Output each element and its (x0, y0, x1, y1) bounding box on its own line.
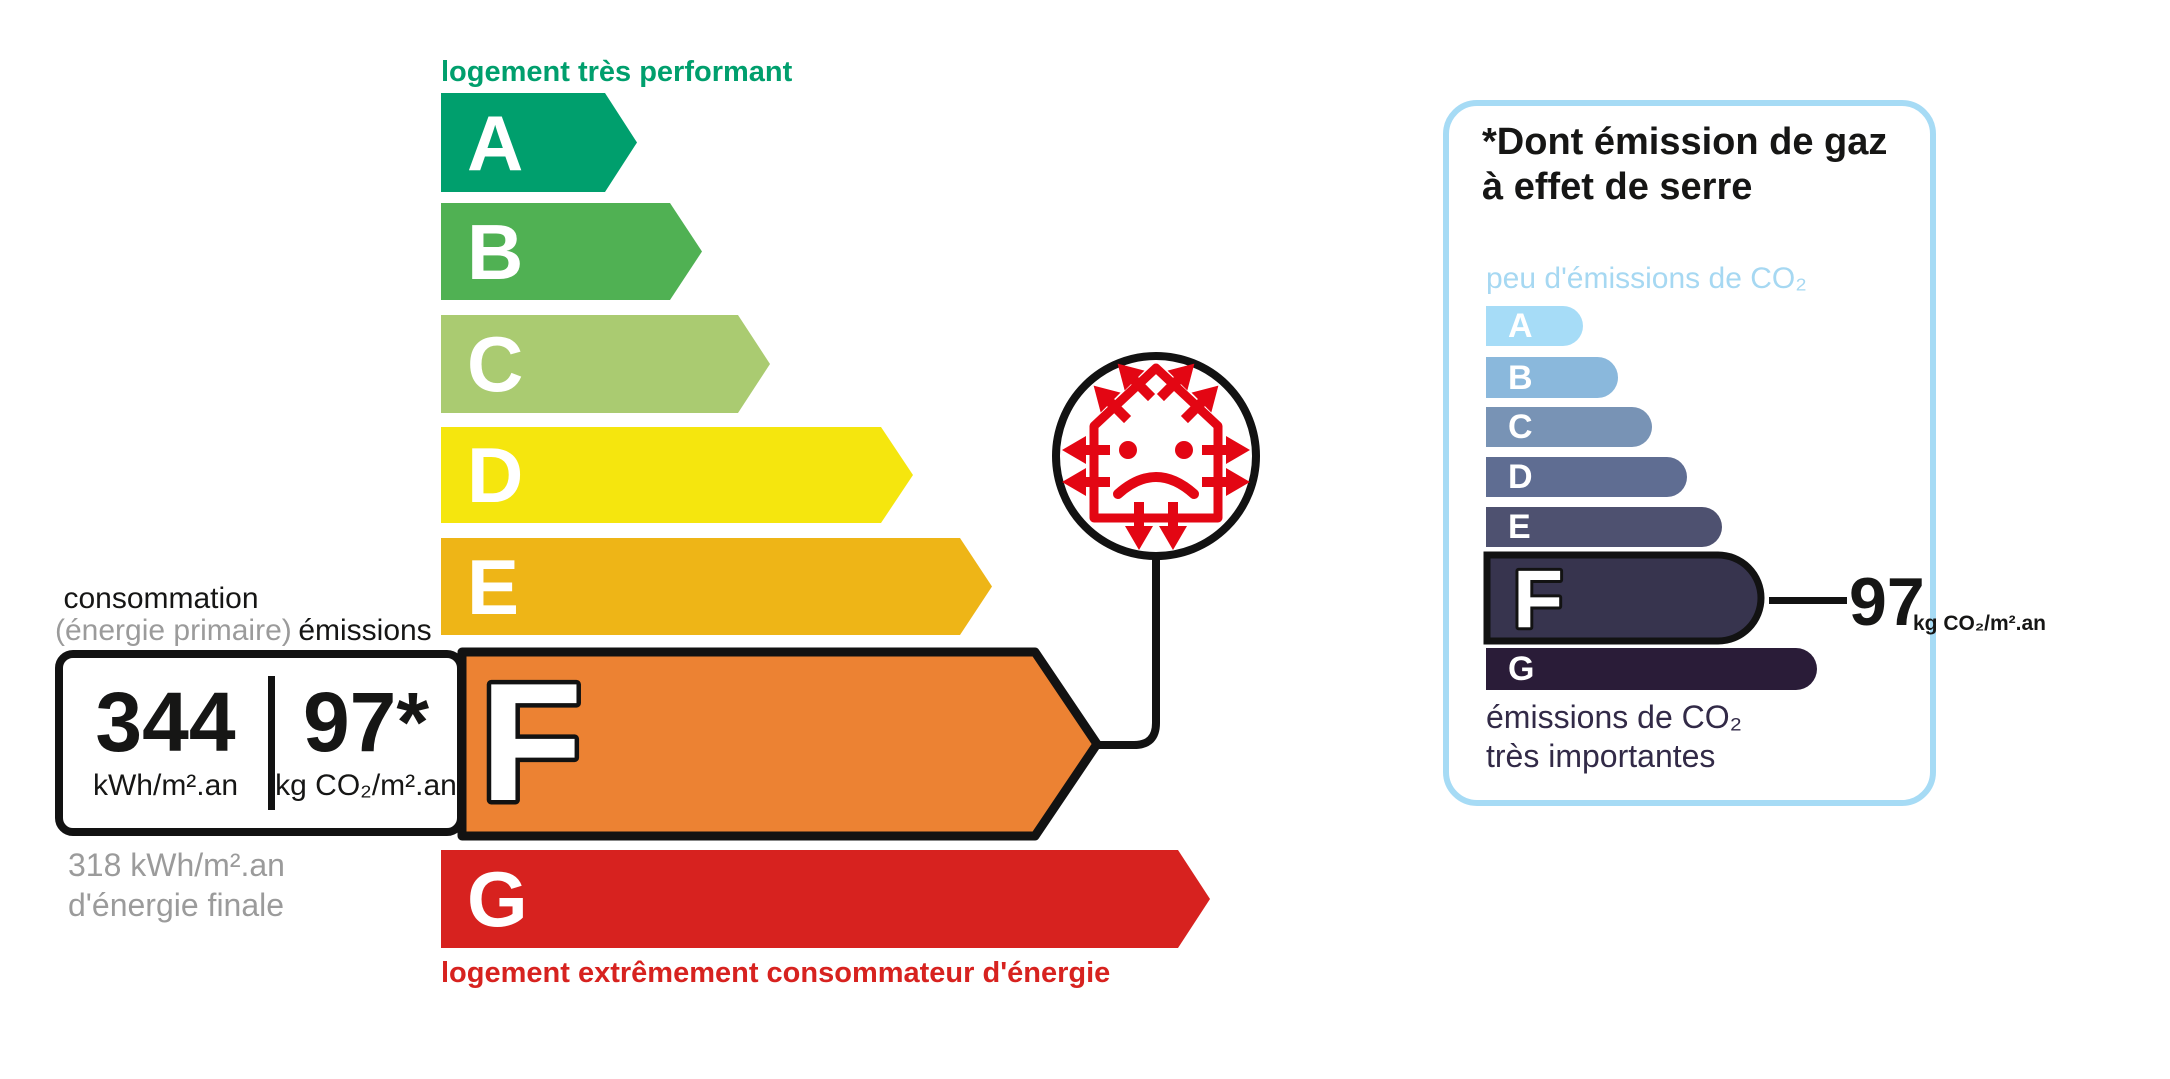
co2-panel-title-line1: *Dont émission de gaz (1482, 121, 1888, 163)
co2-callout-line (1769, 597, 1847, 604)
energy-class-letter-a: A (467, 98, 524, 187)
co2-class-bar-g: G (1486, 648, 1817, 690)
co2-value: 97 (1849, 564, 1925, 640)
energy-class-arrow-b: B (441, 203, 702, 300)
emissions-unit: kg CO₂/m².an (275, 768, 457, 802)
co2-class-letter-a: A (1508, 307, 1533, 345)
energy-class-letter-e: E (467, 542, 520, 631)
co2-panel-title-line2: à effet de serre (1482, 166, 1753, 208)
energy-class-letter-d: D (467, 431, 524, 519)
co2-class-bar-b: B (1486, 357, 1618, 398)
energy-class-letter-g: G (467, 855, 528, 943)
consumption-value: 344 (95, 675, 236, 770)
co2-class-bar-d: D (1486, 457, 1687, 497)
callout-connector-line (1097, 556, 1160, 749)
consumption-sublabel: (énergie primaire) (55, 614, 292, 647)
consumption-unit: kWh/m².an (92, 768, 239, 802)
co2-bottom-caption-line1: émissions de CO₂ (1486, 699, 1743, 735)
co2-top-caption: peu d'émissions de CO₂ (1486, 262, 1807, 295)
readout-box: 344 kWh/m².an 97* kg CO₂/m².an (55, 650, 465, 836)
emissions-value: 97* (302, 675, 430, 770)
energy-class-arrow-c: C (441, 315, 770, 413)
house-eye-left (1119, 441, 1137, 459)
sad-house-glyph (1062, 353, 1250, 550)
co2-class-letter-b: B (1508, 358, 1533, 397)
co2-class-letter-e: E (1508, 508, 1531, 546)
co2-class-letter-f: F (1513, 554, 1563, 645)
energy-class-letter-b: B (467, 207, 524, 296)
co2-class-bar-f-current: F (1483, 551, 1765, 648)
co2-panel-title: *Dont émission de gaz à effet de serre (1482, 120, 1887, 210)
co2-unit: kg CO₂/m².an (1913, 612, 2047, 635)
final-energy-note: 318 kWh/m².an d'énergie finale (68, 845, 285, 925)
co2-bottom-caption: émissions de CO₂ très importantes (1486, 698, 1742, 776)
co2-class-letter-c: C (1508, 408, 1533, 446)
energy-class-arrow-a: A (441, 93, 637, 192)
energy-class-arrow-d: D (441, 427, 913, 523)
co2-bottom-caption-line2: très importantes (1486, 738, 1716, 774)
energy-class-arrow-f-current: F (457, 644, 1102, 841)
co2-class-bar-c: C (1486, 407, 1652, 447)
house-frown (1113, 472, 1199, 499)
house-outline (1089, 363, 1223, 523)
energy-class-letter-f: F (480, 648, 583, 836)
co2-emissions-panel: *Dont émission de gaz à effet de serre p… (1443, 100, 2046, 806)
final-energy-line1: 318 kWh/m².an (68, 847, 285, 883)
emissions-label: émissions (298, 614, 432, 647)
sad-house-energy-leak-icon (1052, 352, 1260, 749)
final-energy-line2: d'énergie finale (68, 887, 285, 923)
consumption-label: consommation (63, 582, 259, 615)
co2-class-letter-g: G (1508, 650, 1535, 688)
bottom-scale-caption: logement extrêmement consommateur d'éner… (441, 957, 1111, 989)
co2-class-letter-d: D (1508, 458, 1533, 496)
house-eye-right (1175, 441, 1193, 459)
energy-class-arrow-e: E (441, 538, 992, 635)
top-scale-caption: logement très performant (441, 56, 793, 88)
co2-class-bar-a: A (1486, 306, 1583, 346)
emissions-cell: 97* kg CO₂/m².an (275, 658, 457, 828)
energy-class-letter-c: C (467, 320, 524, 408)
consumption-cell: 344 kWh/m².an (63, 658, 268, 828)
co2-class-bar-e: E (1486, 507, 1722, 547)
energy-class-arrow-g: G (441, 850, 1210, 948)
readout-divider (268, 676, 275, 810)
